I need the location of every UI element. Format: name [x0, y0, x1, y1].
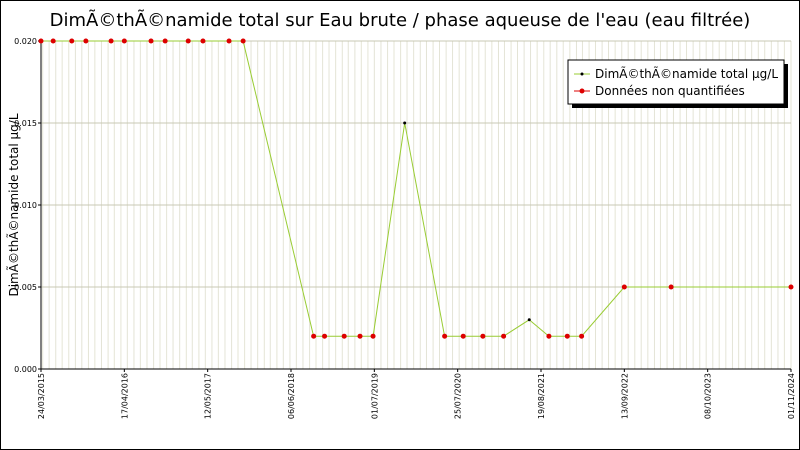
y-tick-label: 0.015: [14, 119, 37, 128]
y-axis-label: DimÃ©thÃ©namide total µg/L: [6, 113, 21, 296]
y-tick-label: 0.000: [14, 365, 37, 374]
data-point-non-quantified: [668, 284, 674, 290]
x-tick-label: 13/09/2022: [620, 373, 629, 419]
data-point-non-quantified: [564, 333, 570, 339]
x-tick-label: 08/10/2023: [704, 373, 713, 419]
data-point-non-quantified: [38, 38, 44, 44]
x-tick-label: 01/07/2019: [370, 373, 379, 419]
data-point-non-quantified: [341, 333, 347, 339]
legend-label-quantified: DimÃ©thÃ©namide total µg/L: [595, 66, 778, 81]
data-point-non-quantified: [460, 333, 466, 339]
data-point-non-quantified: [370, 333, 376, 339]
legend-box: [567, 59, 785, 105]
data-point-non-quantified: [200, 38, 206, 44]
data-point-non-quantified: [442, 333, 448, 339]
data-point-quantified: [403, 121, 407, 125]
data-point-non-quantified: [788, 284, 794, 290]
data-point-non-quantified: [50, 38, 56, 44]
x-tick-label: 06/06/2018: [287, 373, 296, 419]
data-point-non-quantified: [69, 38, 75, 44]
x-tick-label: 17/04/2016: [120, 373, 129, 419]
data-point-non-quantified: [501, 333, 507, 339]
legend-non-quantified-marker: [579, 88, 585, 94]
data-point-non-quantified: [579, 333, 585, 339]
data-point-non-quantified: [480, 333, 486, 339]
data-point-non-quantified: [240, 38, 246, 44]
data-point-quantified: [527, 318, 531, 322]
data-point-non-quantified: [311, 333, 317, 339]
data-point-non-quantified: [108, 38, 114, 44]
data-point-non-quantified: [121, 38, 127, 44]
axes: 0.000 0.005 0.010 0.015 0.020 24/03/2015 17/04…: [14, 37, 796, 419]
data-point-non-quantified: [185, 38, 191, 44]
y-tick-label: 0.005: [14, 283, 37, 292]
data-point-non-quantified: [546, 333, 552, 339]
y-tick-label: 0.010: [14, 201, 37, 210]
x-tick-label: 12/05/2017: [204, 373, 213, 419]
data-point-non-quantified: [83, 38, 89, 44]
chart-title: DimÃ©thÃ©namide total sur Eau brute / ph…: [50, 9, 751, 31]
legend: DimÃ©thÃ©namide total µg/L Données non q…: [567, 59, 788, 108]
data-point-non-quantified: [148, 38, 154, 44]
x-tick-label: 01/11/2024: [787, 373, 796, 419]
data-point-non-quantified: [226, 38, 232, 44]
legend-label-non-quantified: Données non quantifiées: [595, 84, 745, 98]
legend-quantified-marker: [580, 72, 584, 76]
x-tick-label: 25/07/2020: [454, 373, 463, 419]
x-tick-label: 19/08/2021: [537, 373, 546, 419]
data-point-non-quantified: [162, 38, 168, 44]
data-point-non-quantified: [322, 333, 328, 339]
data-point-non-quantified: [357, 333, 363, 339]
x-tick-label: 24/03/2015: [37, 373, 46, 419]
data-point-non-quantified: [621, 284, 627, 290]
y-tick-label: 0.020: [14, 37, 37, 46]
series-points: [38, 38, 794, 339]
